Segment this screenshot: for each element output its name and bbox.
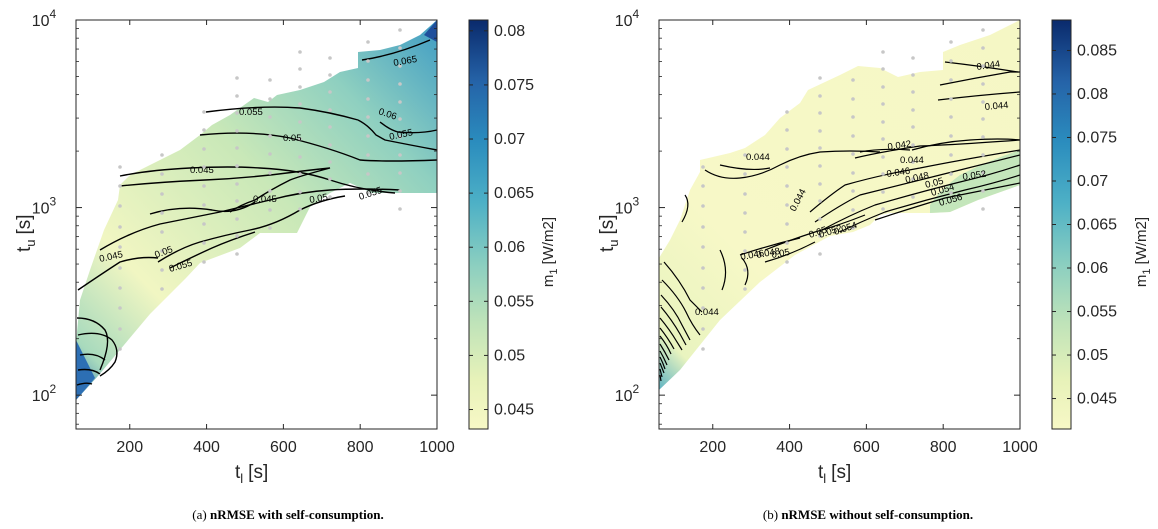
- cb-tick-label: 0.085: [1077, 42, 1117, 59]
- y-axis-label-b: tu[s]: [597, 214, 621, 252]
- cb-tick-label: 0.055: [1077, 304, 1117, 321]
- y-axis-a: 102 103 104: [32, 7, 437, 425]
- cb-tick-label: 0.075: [1077, 129, 1117, 146]
- caption-b: (b) nRMSE without self-consumption.: [763, 507, 973, 522]
- y-axis-label-a: tu[s]: [14, 214, 38, 252]
- cb-tick-label: 0.07: [1077, 173, 1108, 190]
- y-tick-label: 104: [615, 7, 640, 30]
- clabel-a-4: 0.055: [388, 127, 414, 143]
- x-tick-label: 1000: [419, 439, 455, 456]
- sample-dots-a: [118, 28, 402, 351]
- clabel-a-5: 0.045: [190, 165, 214, 176]
- contour-fill-a: [76, 20, 437, 400]
- cb-tick-label: 0.045: [494, 402, 534, 419]
- cb-tick-label: 0.05: [1077, 347, 1108, 364]
- clabel-a-6: 0.045: [253, 194, 277, 205]
- sample-dots-b: [701, 28, 985, 351]
- x-axis-a: 200 400 600 800 1000: [116, 20, 455, 456]
- clabel-a-7: 0.05: [309, 192, 329, 206]
- clabel-b-4: 0.044: [900, 155, 924, 166]
- x-tick-label: 1000: [1002, 439, 1038, 456]
- cb-tick-label: 0.05: [494, 347, 525, 364]
- clabel-b-3: 0.042: [887, 139, 912, 153]
- cb-tick-label: 0.07: [494, 131, 525, 148]
- y-tick-label: 103: [615, 195, 640, 218]
- clabel-b-17: 0.05: [771, 247, 791, 261]
- clabel-b-5: 0.046: [886, 166, 911, 180]
- caption-a: (a) nRMSE with self-consumption.: [192, 507, 383, 522]
- clabel-b-18: 0.044: [695, 307, 719, 318]
- clabel-b-0: 0.044: [976, 59, 1001, 73]
- axes-box-a: [75, 19, 438, 430]
- panel-a: 0.065 0.055 0.06 0.05 0.055 0.045 0.045 …: [14, 7, 560, 522]
- x-tick-label: 200: [699, 439, 726, 456]
- panel-b: 0.044 0.044 0.044 0.042 0.044 0.046 0.04…: [597, 7, 1153, 522]
- clabel-a-3: 0.05: [283, 133, 302, 144]
- clabel-a-2: 0.06: [377, 106, 398, 122]
- x-axis-label-a: tl [s]: [235, 462, 268, 486]
- cb-tick-label: 0.045: [1077, 391, 1117, 408]
- cb-tick-label: 0.065: [494, 185, 534, 202]
- clabel-b-8: 0.052: [962, 169, 987, 183]
- x-tick-label: 200: [116, 439, 143, 456]
- colorbar-a: [468, 19, 489, 430]
- x-axis-label-b: tl [s]: [818, 462, 851, 486]
- clabel-b-12: 0.05: [808, 225, 829, 241]
- clabel-b-6: 0.048: [904, 170, 930, 186]
- colorbar-label-a: m1[W/m2]: [540, 217, 560, 287]
- cb-tick-label: 0.055: [494, 293, 534, 310]
- clabel-b-1: 0.044: [984, 100, 1009, 113]
- clabel-b-7: 0.05: [924, 176, 945, 191]
- x-tick-label: 400: [193, 439, 220, 456]
- colorbar-ticks-a: 0.045 0.05 0.055 0.06 0.065 0.07 0.075 0.08: [469, 23, 534, 419]
- cb-tick-label: 0.075: [494, 77, 534, 94]
- y-tick-label: 102: [32, 382, 57, 405]
- axes-box-b: [658, 19, 1021, 430]
- x-tick-label: 800: [347, 439, 374, 456]
- fill-teal-b: [930, 150, 1020, 213]
- y-axis-b: 102 103 104: [615, 7, 1020, 425]
- clabel-b-15: 0.046: [740, 248, 765, 263]
- x-tick-label: 400: [776, 439, 803, 456]
- colorbar-label-b: m1[W/m2]: [1133, 217, 1153, 287]
- clabel-b-2: 0.044: [746, 152, 770, 163]
- contour-labels-a: 0.065 0.055 0.06 0.05 0.055 0.045 0.045 …: [98, 54, 418, 275]
- clabel-a-0: 0.065: [393, 54, 418, 69]
- x-tick-label: 600: [270, 439, 297, 456]
- cb-tick-label: 0.08: [494, 23, 525, 40]
- contour-lines-a: [76, 39, 438, 386]
- y-tick-label: 104: [32, 7, 57, 30]
- x-tick-label: 600: [853, 439, 880, 456]
- clabel-a-9: 0.045: [98, 249, 124, 265]
- y-tick-label: 103: [32, 195, 57, 218]
- contour-lines-b: [659, 61, 1021, 382]
- cb-tick-label: 0.06: [1077, 260, 1108, 277]
- clabel-a-1: 0.055: [239, 107, 263, 118]
- cb-tick-label: 0.08: [1077, 86, 1108, 103]
- clabel-b-16: 0.048: [756, 246, 781, 261]
- cb-tick-label: 0.06: [494, 239, 525, 256]
- colorbar-ticks-b: 0.045 0.05 0.055 0.06 0.065 0.07 0.075 0.08 0.08…: [1052, 42, 1117, 408]
- x-tick-label: 800: [930, 439, 957, 456]
- cb-tick-label: 0.065: [1077, 217, 1117, 234]
- contour-fill-b: [659, 20, 1020, 390]
- y-tick-label: 102: [615, 382, 640, 405]
- corner-dark-a: [424, 20, 437, 42]
- x-axis-b: 200 400 600 800 1000: [699, 20, 1038, 456]
